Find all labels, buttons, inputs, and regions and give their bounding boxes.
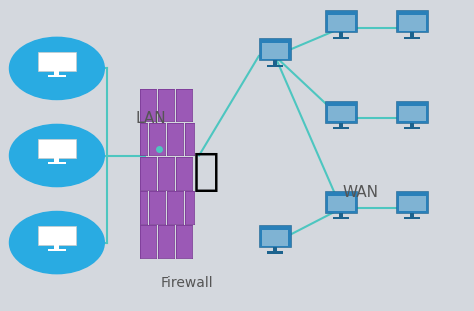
Bar bbox=[328, 105, 355, 121]
Bar bbox=[396, 101, 428, 123]
Bar bbox=[333, 217, 349, 220]
Bar bbox=[176, 157, 192, 190]
Bar bbox=[176, 225, 192, 258]
Bar bbox=[158, 89, 174, 121]
Bar bbox=[149, 191, 165, 224]
Bar bbox=[399, 15, 426, 31]
Bar bbox=[410, 32, 414, 37]
Bar bbox=[48, 249, 66, 251]
Bar bbox=[38, 226, 76, 245]
Bar bbox=[339, 32, 343, 37]
Bar bbox=[38, 52, 76, 71]
Bar bbox=[399, 105, 426, 121]
Circle shape bbox=[9, 211, 104, 274]
Text: LAN: LAN bbox=[135, 111, 166, 126]
Bar bbox=[140, 225, 156, 258]
Bar bbox=[273, 247, 277, 251]
Text: WAN: WAN bbox=[342, 185, 378, 200]
Bar bbox=[48, 75, 66, 77]
Bar bbox=[140, 89, 156, 121]
Circle shape bbox=[9, 124, 104, 187]
Bar bbox=[404, 127, 420, 129]
Bar bbox=[325, 11, 357, 32]
Bar bbox=[333, 127, 349, 129]
Bar bbox=[259, 225, 291, 247]
Bar bbox=[328, 196, 355, 211]
Bar bbox=[140, 191, 147, 224]
Bar bbox=[158, 157, 174, 190]
Text: 🔥: 🔥 bbox=[193, 150, 219, 193]
Bar bbox=[404, 217, 420, 220]
Bar bbox=[333, 37, 349, 39]
Bar bbox=[396, 11, 428, 32]
Bar bbox=[404, 37, 420, 39]
Bar bbox=[262, 230, 288, 246]
Bar bbox=[267, 251, 283, 254]
Bar bbox=[339, 213, 343, 217]
Bar bbox=[185, 191, 194, 224]
Bar bbox=[325, 191, 357, 213]
Bar bbox=[48, 162, 66, 164]
Bar bbox=[55, 71, 59, 75]
Bar bbox=[140, 123, 147, 156]
Bar bbox=[259, 39, 291, 60]
Bar bbox=[339, 123, 343, 127]
Circle shape bbox=[9, 37, 104, 100]
Bar bbox=[267, 65, 283, 67]
Bar bbox=[176, 89, 192, 121]
Bar bbox=[185, 123, 194, 156]
Bar bbox=[399, 196, 426, 211]
Bar bbox=[410, 123, 414, 127]
Bar bbox=[167, 123, 183, 156]
Bar bbox=[262, 43, 288, 59]
Bar bbox=[396, 191, 428, 213]
Bar bbox=[158, 225, 174, 258]
Bar bbox=[55, 158, 59, 162]
Bar bbox=[38, 139, 76, 158]
Bar bbox=[149, 123, 165, 156]
Bar bbox=[410, 213, 414, 217]
Bar bbox=[328, 15, 355, 31]
Bar bbox=[273, 60, 277, 65]
Bar bbox=[325, 101, 357, 123]
Bar bbox=[55, 245, 59, 249]
Bar bbox=[140, 157, 156, 190]
Text: Firewall: Firewall bbox=[161, 276, 214, 290]
Bar bbox=[167, 191, 183, 224]
